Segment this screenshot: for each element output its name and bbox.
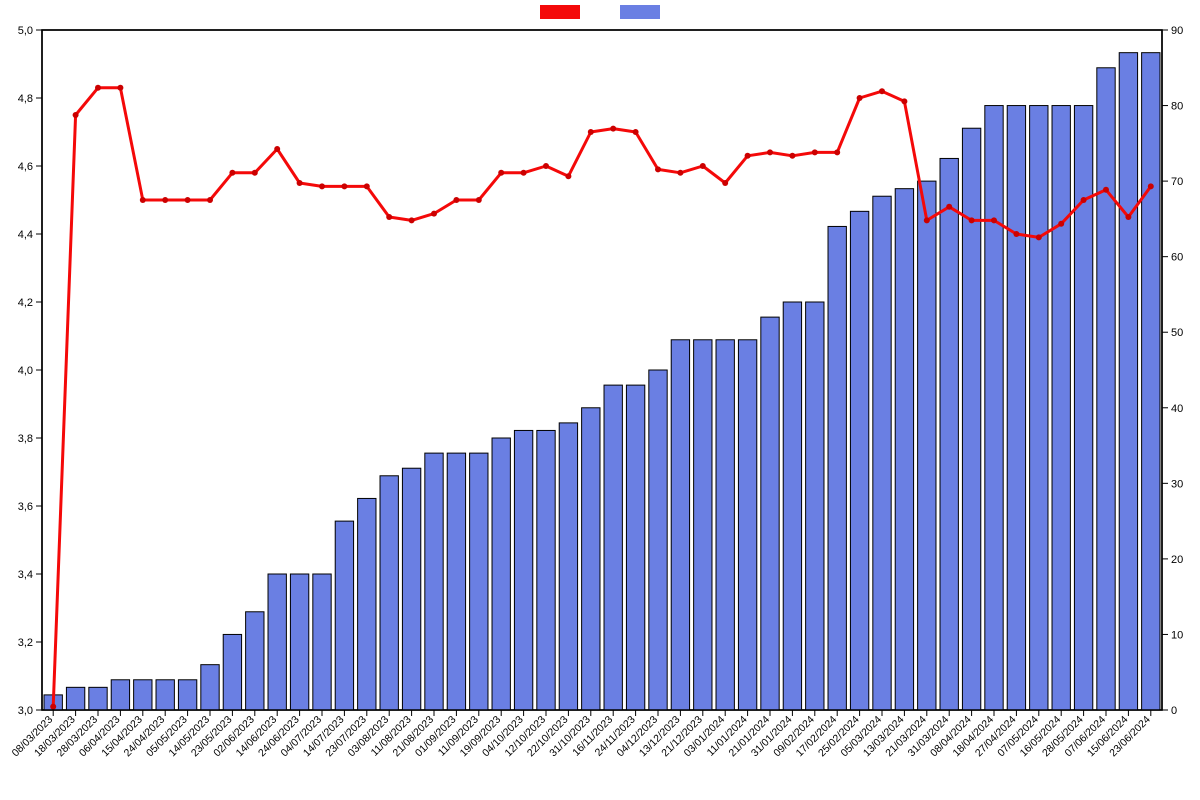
svg-text:4,0: 4,0 xyxy=(18,365,33,377)
svg-text:3,2: 3,2 xyxy=(18,637,33,649)
dual-axis-chart: 3,0 3,2 3,4 3,6 3,8 4,0 4,2 4,4 4,6 4,8 5,0 0 10 20 30… xyxy=(0,0,1200,800)
svg-text:3,6: 3,6 xyxy=(18,501,33,513)
svg-text:3,8: 3,8 xyxy=(18,433,33,445)
svg-text:3,4: 3,4 xyxy=(18,569,33,581)
svg-text:60: 60 xyxy=(1171,252,1183,264)
svg-text:50: 50 xyxy=(1171,327,1183,339)
svg-text:70: 70 xyxy=(1171,176,1183,188)
svg-text:4,6: 4,6 xyxy=(18,161,33,173)
svg-text:40: 40 xyxy=(1171,403,1183,415)
svg-text:0: 0 xyxy=(1171,705,1177,717)
svg-text:3,0: 3,0 xyxy=(18,705,33,717)
svg-text:4,4: 4,4 xyxy=(18,229,33,241)
svg-text:5,0: 5,0 xyxy=(18,25,33,37)
svg-text:4,2: 4,2 xyxy=(18,297,33,309)
svg-text:4,8: 4,8 xyxy=(18,93,33,105)
svg-text:20: 20 xyxy=(1171,554,1183,566)
svg-text:10: 10 xyxy=(1171,629,1183,641)
chart-svg: 3,0 3,2 3,4 3,6 3,8 4,0 4,2 4,4 4,6 4,8 5,0 0 10 20 30… xyxy=(0,0,1200,800)
svg-text:30: 30 xyxy=(1171,478,1183,490)
svg-text:80: 80 xyxy=(1171,101,1183,113)
svg-text:90: 90 xyxy=(1171,25,1183,37)
